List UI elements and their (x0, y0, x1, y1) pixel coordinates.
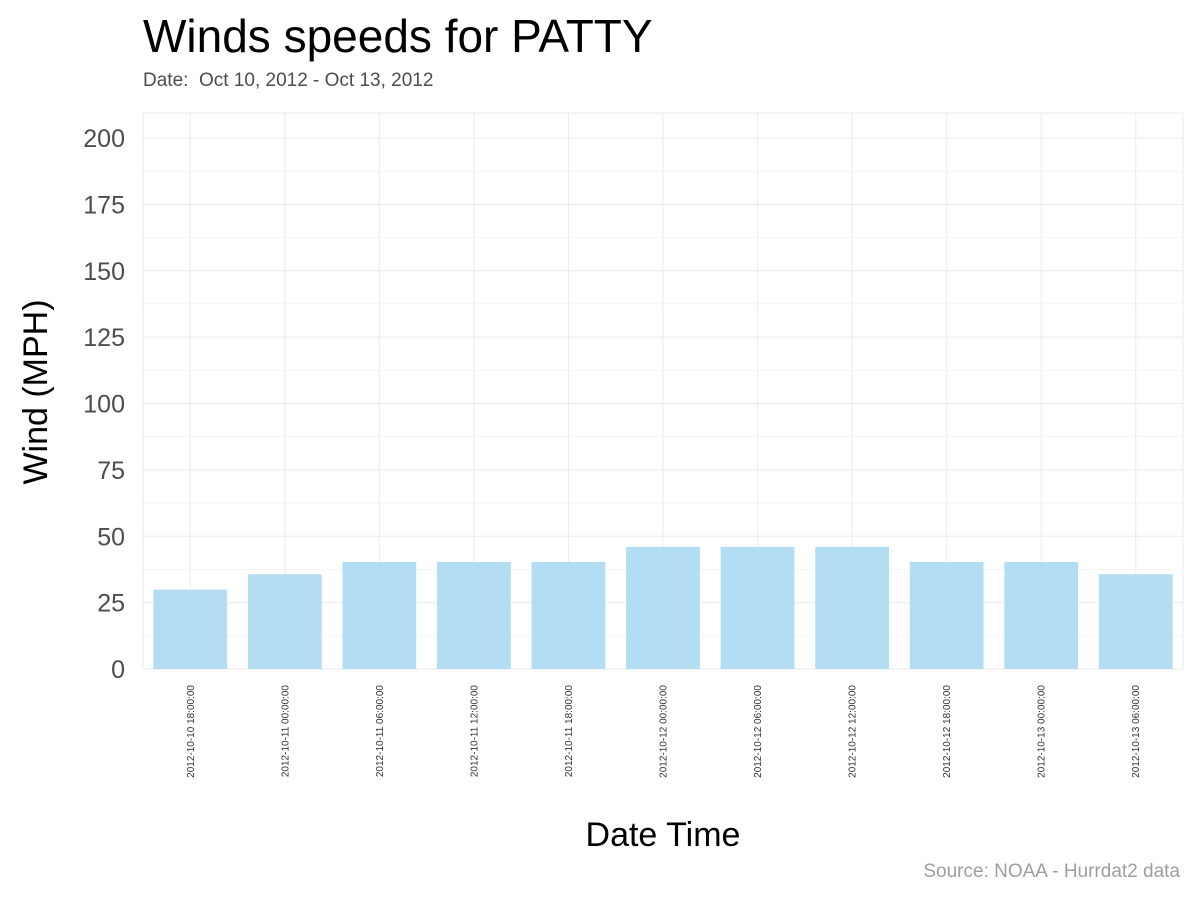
bars-layer (153, 546, 1173, 669)
chart-title: Winds speeds for PATTY (143, 10, 653, 62)
bar (815, 546, 889, 669)
x-tick-label: 2012-10-11 00:00:00 (280, 685, 291, 778)
bar (720, 546, 795, 669)
bar (437, 562, 511, 669)
bar (626, 546, 700, 669)
x-axis-ticks: 2012-10-10 18:00:00 2012-10-11 00:00:00 20… (186, 685, 1142, 778)
bar (531, 562, 606, 669)
x-tick-label: 2012-10-12 18:00:00 (942, 685, 953, 778)
y-tick-label: 0 (111, 656, 125, 684)
bar (1098, 574, 1173, 669)
x-tick-label: 2012-10-10 18:00:00 (186, 685, 197, 778)
y-axis-ticks: 0 25 50 75 100 125 150 175 200 (83, 125, 125, 684)
y-tick-label: 50 (97, 523, 125, 551)
x-tick-label: 2012-10-12 06:00:00 (753, 685, 764, 778)
x-tick-label: 2012-10-12 00:00:00 (659, 685, 670, 778)
chart-caption: Source: NOAA - Hurrdat2 data (923, 861, 1180, 882)
x-tick-label: 2012-10-11 12:00:00 (469, 685, 480, 778)
x-tick-label: 2012-10-13 06:00:00 (1131, 685, 1142, 778)
y-axis-title: Wind (MPH) (17, 299, 55, 484)
bar (342, 562, 417, 669)
bar (1004, 562, 1079, 669)
y-tick-label: 200 (83, 125, 125, 153)
x-tick-label: 2012-10-12 12:00:00 (848, 685, 859, 778)
bar (153, 589, 228, 669)
bar (909, 562, 984, 669)
y-tick-label: 125 (83, 324, 125, 352)
bar (247, 574, 322, 669)
x-tick-label: 2012-10-11 06:00:00 (375, 685, 386, 778)
y-tick-label: 75 (97, 457, 125, 485)
x-tick-label: 2012-10-11 18:00:00 (564, 685, 575, 778)
y-tick-label: 150 (83, 258, 125, 286)
y-tick-label: 25 (97, 590, 125, 618)
y-tick-label: 100 (83, 391, 125, 419)
x-axis-title: Date Time (586, 816, 741, 854)
chart-subtitle: Date: Oct 10, 2012 - Oct 13, 2012 (143, 70, 434, 91)
x-tick-label: 2012-10-13 00:00:00 (1037, 685, 1048, 778)
y-tick-label: 175 (83, 191, 125, 219)
